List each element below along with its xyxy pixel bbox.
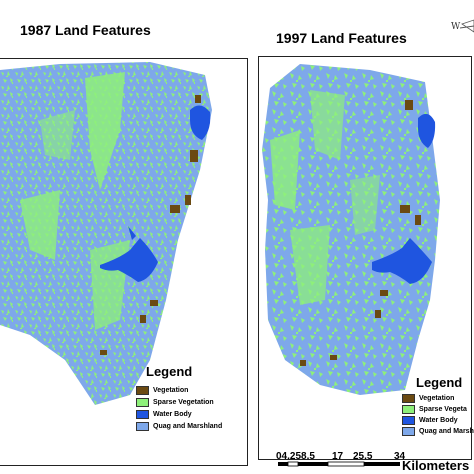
legend-label: Vegetation <box>419 395 455 402</box>
scale-tick-3: 34 <box>394 451 406 462</box>
right-map-land <box>262 64 440 395</box>
legend-swatch <box>136 422 149 431</box>
legend-label: Quag and Marsh <box>419 428 474 435</box>
legend-swatch <box>402 427 415 436</box>
legend-label: Vegetation <box>153 387 189 394</box>
legend-label: Sparse Vegeta <box>419 406 467 413</box>
left-legend-item-water: Water Body <box>136 410 192 419</box>
left-legend-item-vegetation: Vegetation <box>136 386 188 395</box>
left-map-land <box>0 62 212 405</box>
legend-swatch <box>136 398 149 407</box>
left-legend-item-sparse: Sparse Vegetation <box>136 398 214 407</box>
legend-label: Quag and Marshland <box>153 423 223 430</box>
left-legend-title: Legend <box>146 364 193 379</box>
legend-label: Sparse Vegetation <box>153 399 214 406</box>
legend-swatch <box>136 410 149 419</box>
right-legend-item-quag: Quag and Marsh <box>402 427 474 436</box>
right-legend-title: Legend <box>416 375 463 390</box>
left-map-title: 1987 Land Features <box>20 22 151 38</box>
legend-swatch <box>402 416 415 425</box>
right-legend-item-sparse: Sparse Vegeta <box>402 405 467 414</box>
left-legend-item-quag: Quag and Marshland <box>136 422 222 431</box>
legend-swatch <box>136 386 149 395</box>
legend-swatch <box>402 405 415 414</box>
scale-tick-0: 04.258.5 <box>276 451 315 462</box>
right-map-title: 1997 Land Features <box>276 30 407 46</box>
right-legend-item-water: Water Body <box>402 416 458 425</box>
right-legend-item-vegetation: Vegetation <box>402 394 454 403</box>
north-arrow-label: W <box>451 22 461 32</box>
scale-tick-2: 25.5 <box>353 451 373 462</box>
scale-bar <box>278 461 400 467</box>
legend-swatch <box>402 394 415 403</box>
scale-tick-1: 17 <box>332 451 344 462</box>
scale-unit: Kilometers <box>402 458 470 473</box>
legend-label: Water Body <box>419 417 458 424</box>
north-arrow <box>459 19 474 33</box>
legend-label: Water Body <box>153 411 192 418</box>
